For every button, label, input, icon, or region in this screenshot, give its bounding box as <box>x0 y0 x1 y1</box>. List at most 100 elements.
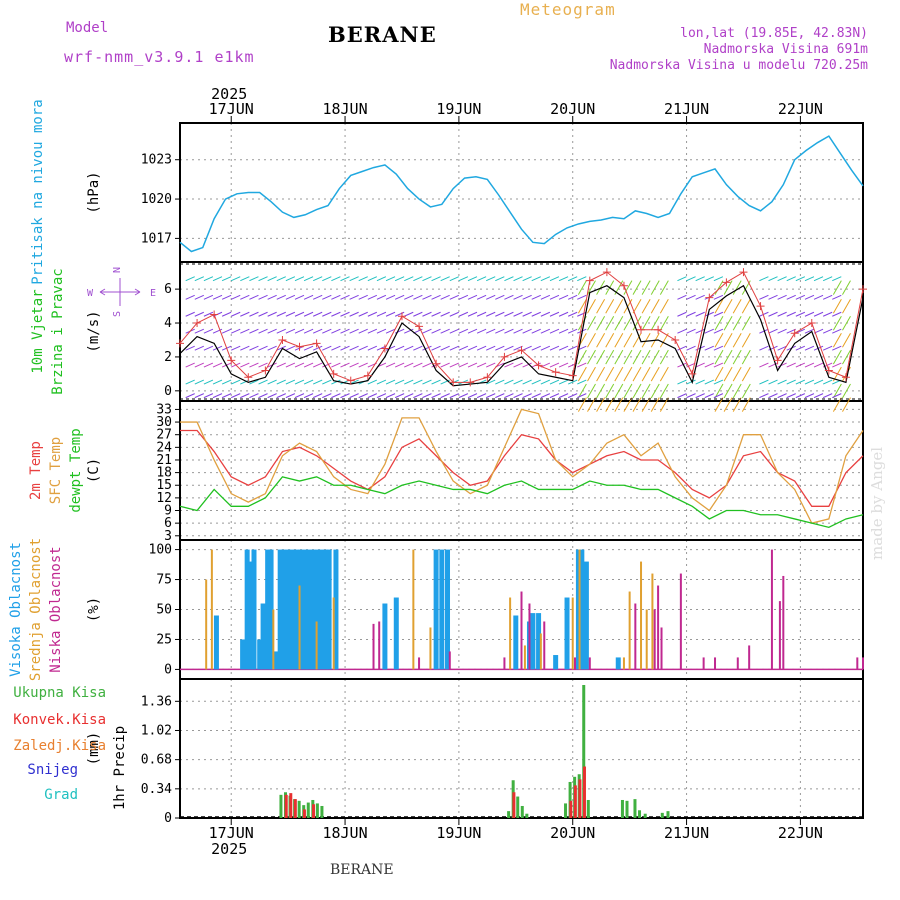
cloud-bar <box>523 645 526 670</box>
cloud-bar <box>281 549 287 670</box>
y-tick-label: 18 <box>156 466 172 481</box>
wind-barb <box>322 379 332 385</box>
legend-konvek-kisa: Konvek.Kisa <box>13 712 106 728</box>
wind-barb <box>577 397 587 412</box>
y-tick-label: 0 <box>164 384 172 399</box>
wind-barb <box>340 362 350 368</box>
wind-barb <box>504 345 514 351</box>
wind-barb <box>495 328 505 334</box>
wind-barb <box>614 315 624 331</box>
wind-barb <box>786 393 796 399</box>
wind-barb <box>258 362 268 368</box>
wind-barb <box>768 294 778 300</box>
wind-barb <box>385 362 396 368</box>
wind-barb <box>641 366 651 382</box>
wind-barb <box>614 349 624 365</box>
wind-barb <box>322 276 332 282</box>
wind-barb <box>795 393 806 399</box>
cloud-bar <box>578 549 581 670</box>
wind-barb <box>431 294 441 300</box>
panel-5: 0 0.34 0.68 1.02 1.36 (mm) <box>86 678 864 826</box>
day-label-bottom: 22JUN <box>778 824 823 842</box>
wind-barb <box>677 345 687 351</box>
wind-barb <box>704 379 714 385</box>
wind-barb <box>367 294 378 300</box>
wind-barb <box>267 328 277 334</box>
wind-barb <box>567 345 578 351</box>
wind-barb <box>659 366 669 382</box>
wind-barb <box>449 345 459 351</box>
wind-barb <box>713 328 724 334</box>
wind-barb <box>495 294 505 300</box>
precip-bar <box>512 792 516 818</box>
wind-barb <box>777 362 787 368</box>
gust-marker <box>756 302 765 311</box>
gust-marker <box>329 369 338 378</box>
wind-barb <box>623 332 633 348</box>
wind-barb <box>759 362 769 368</box>
wind-barb <box>303 311 314 317</box>
wind-barb <box>558 379 569 385</box>
wind-barb <box>641 299 651 314</box>
wind-barb <box>567 311 578 317</box>
wind-barb <box>723 315 733 331</box>
wind-barb <box>367 345 378 351</box>
wind-barb <box>312 393 323 399</box>
wind-barb <box>677 294 687 300</box>
wind-barb <box>276 362 286 368</box>
cloud-bar <box>439 549 445 670</box>
meteogram-label: Meteogram <box>520 0 616 19</box>
wind-barb <box>303 345 314 351</box>
wind-barb <box>312 328 323 334</box>
wind-barb <box>704 362 714 368</box>
legend-snijeg: Snijeg <box>27 762 78 778</box>
wind-barb <box>422 362 432 368</box>
wind-barb <box>587 366 596 382</box>
wind-barb <box>504 328 514 334</box>
wind-barb <box>659 383 669 399</box>
wind-barb <box>486 393 496 399</box>
cloud-bar <box>714 657 717 670</box>
day-label-top: 17JUN <box>209 100 254 118</box>
wind-barb <box>549 311 560 317</box>
wind-barb <box>558 328 569 334</box>
cloud-bar <box>770 549 773 670</box>
wind-barb <box>650 280 660 295</box>
wind-barb <box>623 349 633 365</box>
wind-barb <box>331 311 341 317</box>
wind-barb <box>294 294 305 300</box>
wind-barb <box>759 311 769 317</box>
precip-bar <box>507 811 511 818</box>
cloud-bar <box>588 657 591 670</box>
gust-marker <box>244 373 253 382</box>
wind-barb <box>185 294 195 300</box>
unit-label: (mm) <box>86 732 102 766</box>
wind-barb <box>832 332 842 348</box>
wind-barb <box>431 276 441 282</box>
wind-barb <box>504 294 514 300</box>
precip-bar <box>573 785 577 818</box>
wind-barb <box>531 311 541 317</box>
wind-barb <box>677 393 687 399</box>
wind-barb <box>614 397 624 412</box>
wind-barb <box>704 345 714 351</box>
wind-barb <box>185 362 195 368</box>
wind-barb <box>340 276 350 282</box>
wind-barb <box>349 294 359 300</box>
wind-barb <box>285 393 296 399</box>
wind-barb <box>349 311 359 317</box>
gust-marker <box>705 293 714 302</box>
cloud-bar <box>856 657 859 670</box>
wind-barb <box>194 362 205 368</box>
wind-barb <box>358 362 368 368</box>
wind-barb <box>267 276 277 282</box>
wind-barb <box>322 294 332 300</box>
wind-barb <box>221 379 232 385</box>
precip-bar <box>633 799 637 818</box>
wind-barb <box>231 328 241 334</box>
sfc-temp-label: SFC Temp <box>48 437 64 504</box>
wind-barb <box>340 393 350 399</box>
gust-marker <box>363 371 372 380</box>
wind-barb <box>322 345 332 351</box>
wind-barb <box>194 276 205 282</box>
